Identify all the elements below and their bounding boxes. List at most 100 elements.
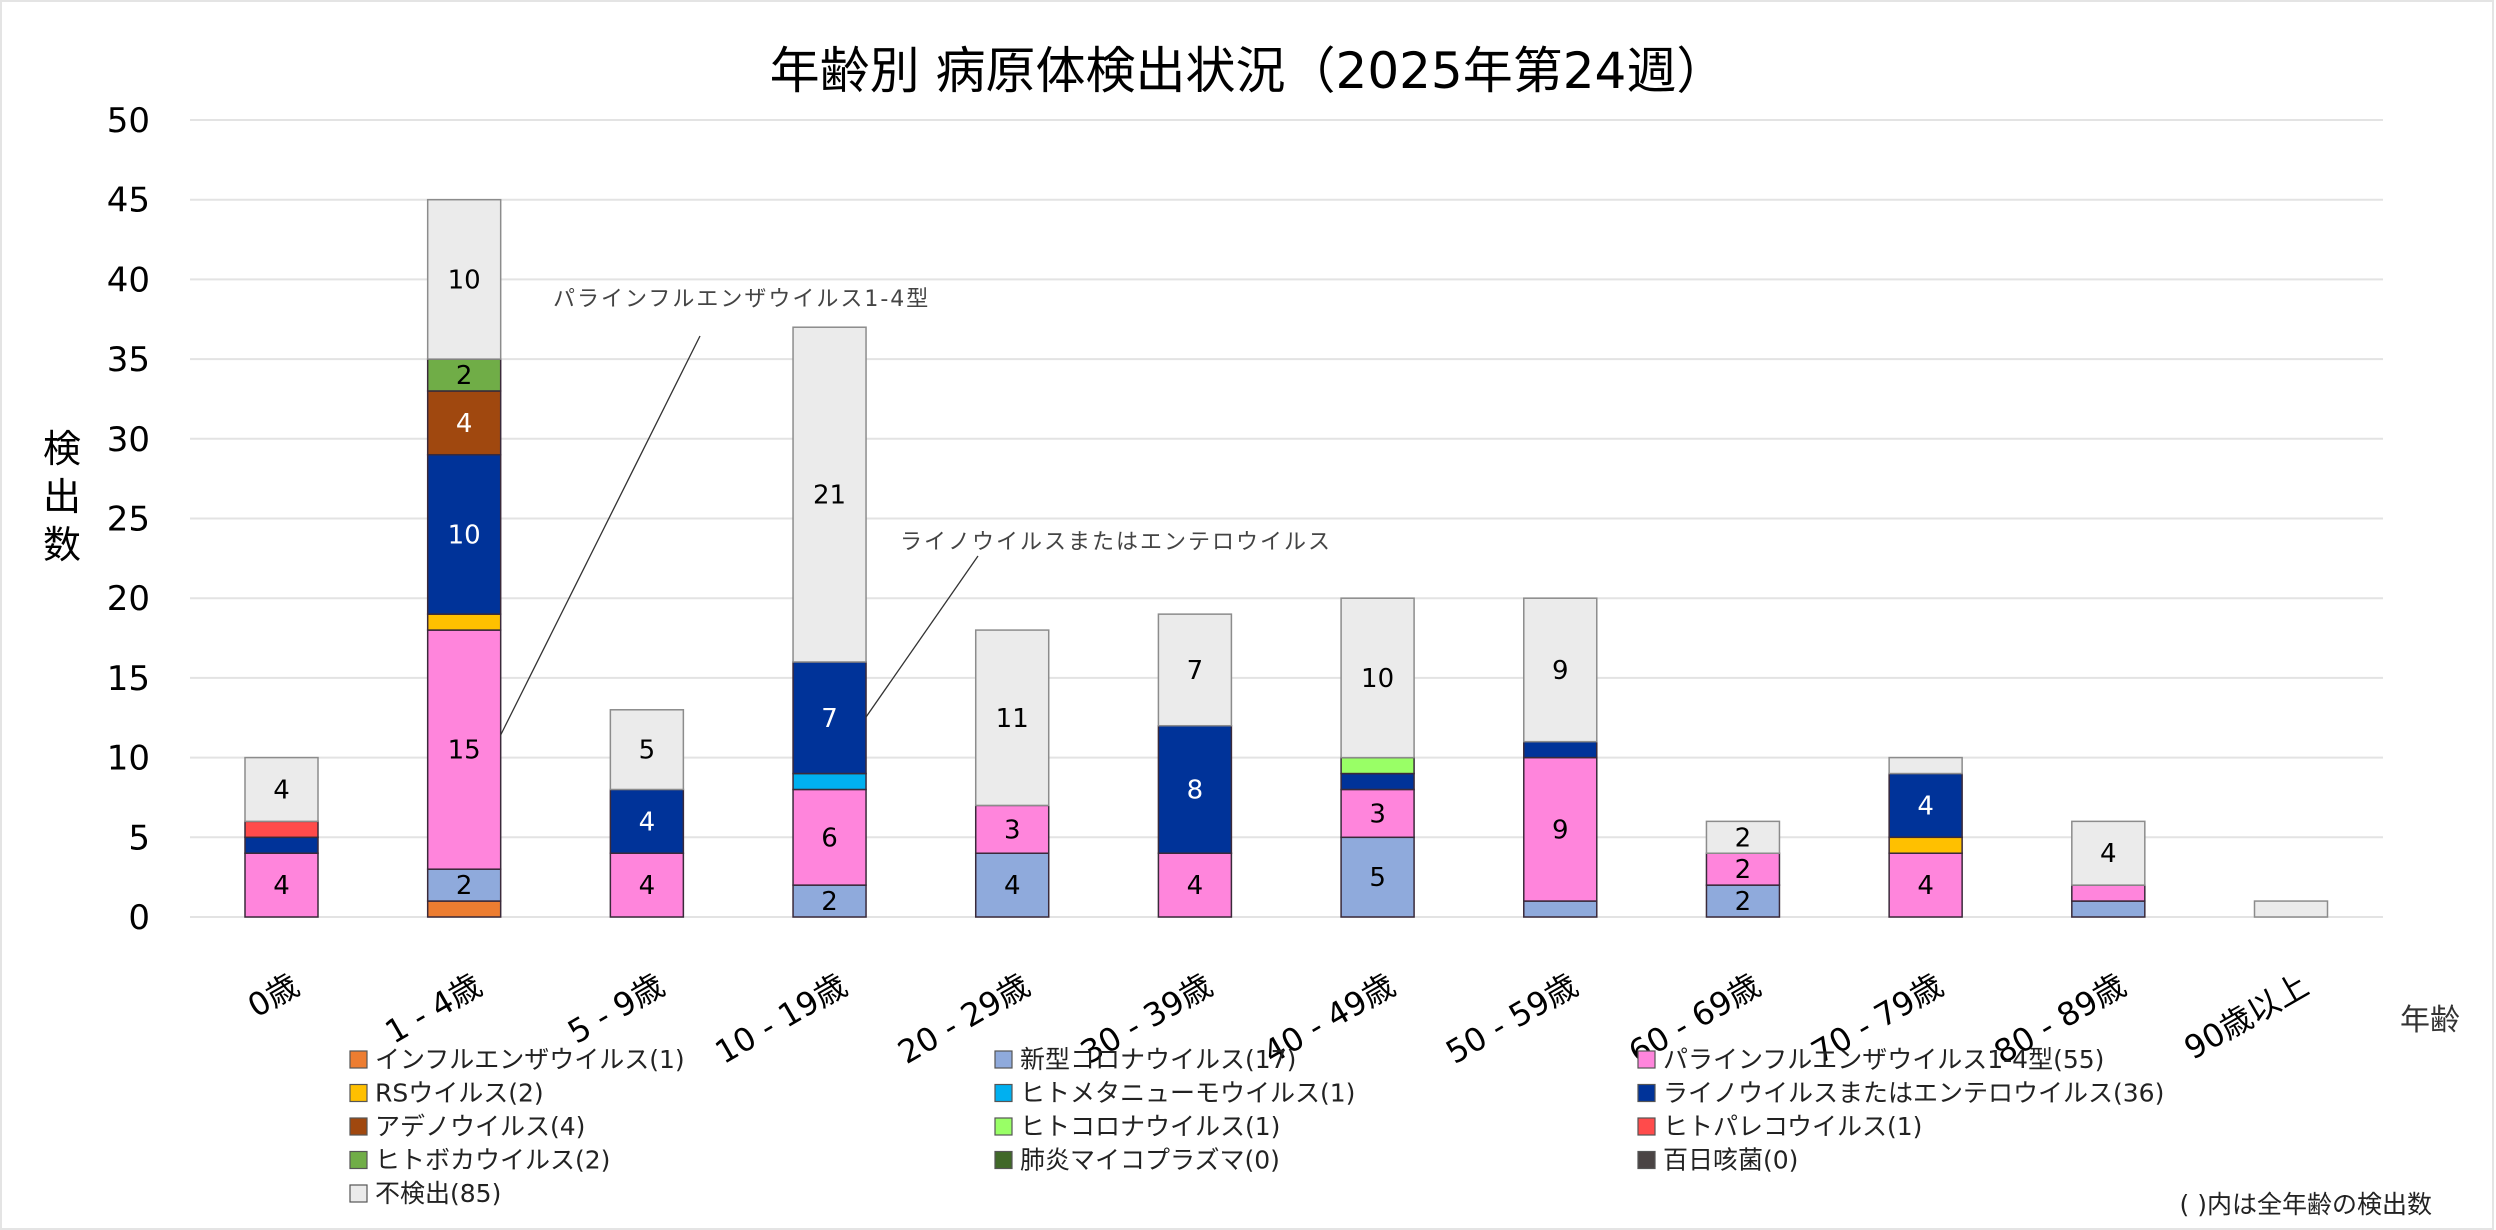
legend-item: 百日咳菌(0) (1637, 1146, 1798, 1175)
data-label: 10 (448, 520, 481, 550)
y-tick-label: 20 (107, 579, 150, 619)
legend-item: ライノウイルスまたはエンテロウイルス(36) (1637, 1079, 2164, 1108)
bar-segment (426, 390, 502, 456)
bar-stack: 2 6 7 21 (792, 326, 867, 918)
bar-segment (426, 358, 502, 392)
y-tick-label: 5 (128, 818, 150, 858)
x-tick-label: 50 - 59歳 (1439, 966, 1584, 1072)
bar-segment (792, 884, 867, 918)
data-label: 6 (821, 823, 838, 853)
bar-segment (1705, 820, 1781, 854)
bar-segment (792, 661, 867, 775)
bar-stack: 44 (244, 756, 319, 918)
bar-segment (1340, 597, 1415, 759)
bar-segment (2071, 820, 2146, 886)
bar-segment (1340, 836, 1415, 918)
data-label: 7 (821, 704, 838, 734)
bar-segment (792, 788, 867, 886)
y-axis-label-char: 検 (43, 427, 81, 471)
legend-item: 肺炎マイコプラズマ(0) (994, 1146, 1280, 1175)
bar-segment (2253, 900, 2329, 918)
legend-swatch (1637, 1117, 1656, 1136)
bar-segment (792, 326, 867, 663)
bar-stack: 222 (1705, 820, 1781, 918)
x-tick-label: 90歳以上 (2178, 966, 2315, 1067)
legend-label: 百日咳菌(0) (1663, 1146, 1798, 1175)
bar-segment (2071, 900, 2146, 918)
y-axis-label-char: 数 (43, 523, 81, 567)
legend-swatch (994, 1083, 1013, 1103)
bar-segment (1888, 756, 1963, 775)
data-label: 10 (448, 265, 481, 295)
bar-segment (1340, 772, 1415, 791)
legend-item: 新型コロナウイルス(17) (994, 1045, 1296, 1074)
legend-swatch (1637, 1050, 1656, 1069)
bar-segment (1340, 756, 1415, 775)
bar-segment (1157, 852, 1233, 918)
x-tick-label: 1 - 4歳 (379, 966, 489, 1051)
legend-label: 不検出(85) (375, 1179, 501, 1208)
legend-label: 肺炎マイコプラズマ(0) (1020, 1146, 1280, 1175)
legend-swatch (349, 1083, 368, 1103)
y-tick-label: 0 (128, 898, 150, 938)
bar-stack: 4 4 5 (609, 709, 685, 918)
legend-label: RSウイルス(2) (375, 1079, 544, 1108)
bar-segment (1157, 613, 1233, 727)
bar-stack: 2 15 10 4 2 10 (426, 198, 502, 918)
data-label: 10 (1361, 664, 1394, 694)
legend-item: ヒトコロナウイルス(1) (994, 1112, 1280, 1141)
legend-item: インフルエンザウイルス(1) (349, 1045, 685, 1074)
legend-swatch (1637, 1150, 1656, 1170)
x-tick-label: 20 - 29歳 (891, 966, 1036, 1072)
bar-segment (974, 852, 1050, 918)
bar-segment (792, 772, 867, 791)
data-label: 9 (1552, 656, 1569, 686)
data-label: 15 (448, 736, 481, 766)
data-label: 2 (821, 887, 838, 917)
annotation-leader-line (865, 555, 979, 718)
legend-swatch (1637, 1083, 1656, 1103)
annotation-label: ライノウイルスまたはエンテロウイルス (900, 530, 1332, 555)
data-label: 2 (1735, 887, 1752, 917)
chart-title: 年齢別 病原体検出状況（2025年第24週） (770, 42, 1727, 100)
bar-segment (426, 198, 502, 360)
y-axis-label: 検出数 (43, 427, 81, 567)
y-axis-ticks: 0 5 10 15 20 25 30 35 40 45 50 (107, 101, 150, 938)
bar-segment (1705, 852, 1781, 886)
bar-segment (426, 453, 502, 615)
bar-segment (426, 629, 502, 870)
bar-segment (609, 788, 685, 854)
legend-item: アデノウイルス(4) (349, 1112, 585, 1141)
data-label: 4 (456, 409, 473, 439)
legend-label: インフルエンザウイルス(1) (375, 1045, 685, 1074)
y-tick-label: 25 (107, 500, 150, 540)
data-label: 4 (1187, 871, 1204, 901)
bar-stack: 99 (1523, 597, 1598, 918)
data-label: 4 (1917, 791, 1934, 821)
y-axis-label-char: 出 (43, 475, 81, 519)
bar-segment (1888, 852, 1963, 918)
bar-stack: 4 3 11 (974, 629, 1050, 918)
bar-segment (974, 804, 1050, 854)
data-label: 5 (639, 736, 656, 766)
data-label: 3 (1369, 799, 1386, 829)
gridlines (190, 119, 2383, 918)
legend-label: ライノウイルスまたはエンテロウイルス(36) (1663, 1079, 2164, 1108)
bar-segment (974, 629, 1050, 807)
bar-segment (1523, 597, 1598, 743)
bar-segment (244, 852, 319, 918)
bar-stack (2253, 900, 2329, 918)
x-tick-label: 10 - 19歳 (709, 966, 854, 1072)
data-label: 4 (273, 775, 290, 805)
data-label: 2 (1735, 823, 1752, 853)
bar-segment (244, 820, 319, 839)
data-label: 5 (1369, 863, 1386, 893)
data-label: 4 (1004, 871, 1021, 901)
footnote: ( )内は全年齢の検出数 (2180, 1190, 2432, 1219)
bar-segment (1705, 884, 1781, 918)
legend-label: パラインフルエンザウイルス1-4型(55) (1663, 1045, 2104, 1074)
bar-segment (1523, 740, 1598, 759)
